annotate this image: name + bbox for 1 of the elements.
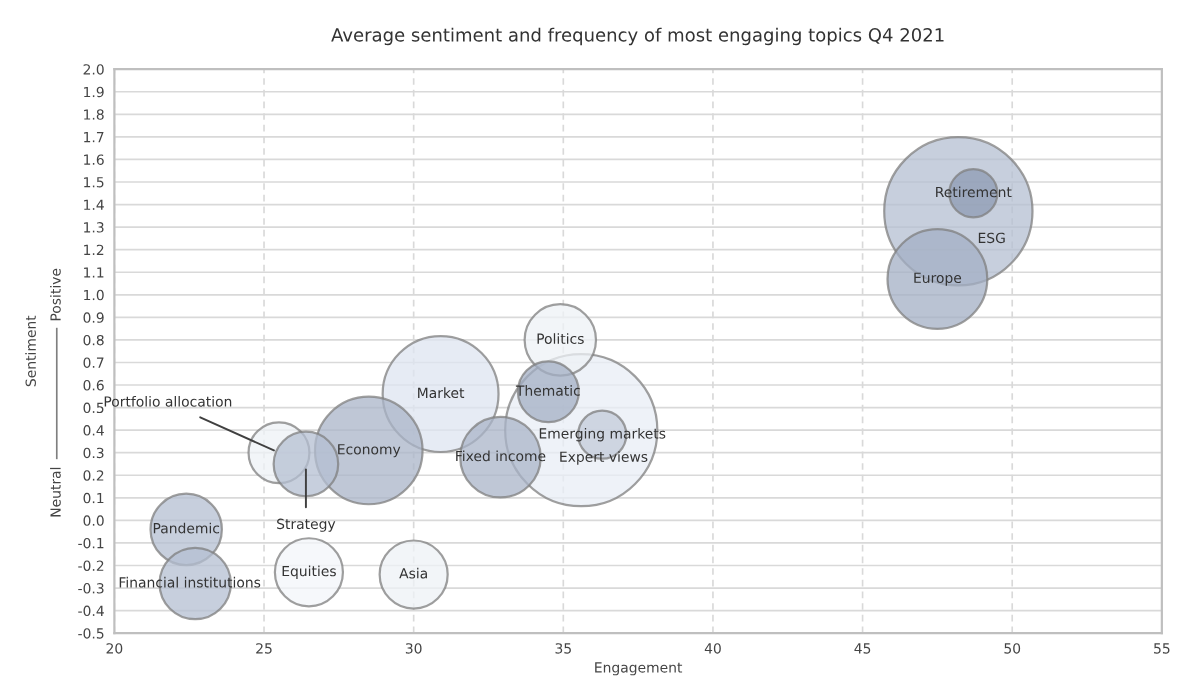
chart-title: Average sentiment and frequency of most engaging topics Q4 2021 [331,27,944,46]
